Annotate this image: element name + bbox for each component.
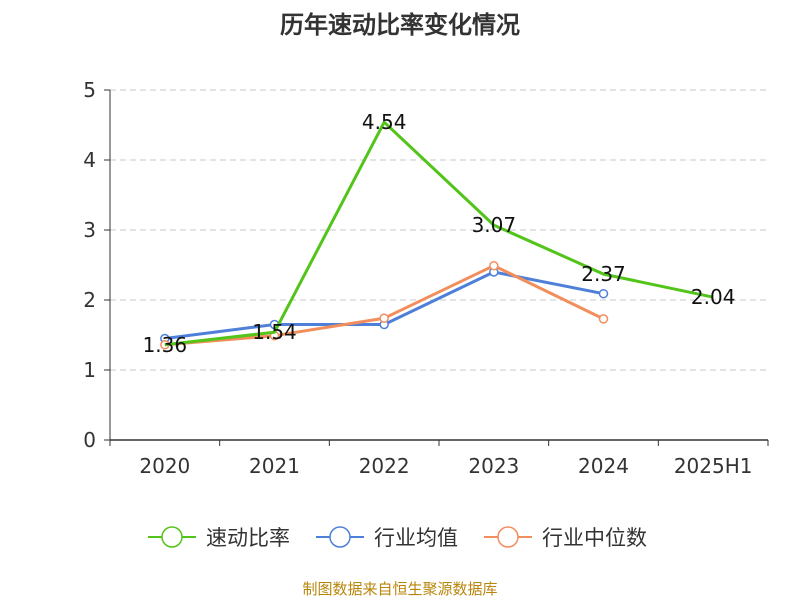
data-point <box>598 288 609 299</box>
x-tick-label: 2024 <box>578 454 629 478</box>
x-tick-label: 2020 <box>139 454 190 478</box>
legend-marker <box>329 526 351 548</box>
legend-label: 行业中位数 <box>542 526 647 550</box>
y-tick-label: 2 <box>83 288 96 312</box>
data-point <box>379 313 389 323</box>
legend: 速动比率 行业均值 行业中位数 <box>148 526 647 550</box>
axes: 0 1 2 3 4 5 2020 2021 2022 2023 2024 2025H1 <box>83 78 769 478</box>
grid <box>110 89 768 371</box>
x-tick-label: 2022 <box>359 454 410 478</box>
legend-label: 行业均值 <box>374 526 458 550</box>
series-area <box>160 120 714 350</box>
series-line-行业中位数 <box>164 264 605 347</box>
legend-item: 行业均值 <box>316 526 458 550</box>
data-point <box>489 260 499 271</box>
x-tick-label: 2021 <box>249 454 300 478</box>
x-tick-label: 2025H1 <box>674 454 753 478</box>
data-labels: 1.36 1.54 4.54 3.07 2.37 2.04 <box>143 110 736 357</box>
data-label: 1.36 <box>143 333 188 357</box>
legend-item: 行业中位数 <box>484 526 647 550</box>
series-line-速动比率 <box>164 120 714 347</box>
data-label: 2.37 <box>581 262 626 286</box>
chart-title: 历年速动比率变化情况 <box>280 11 520 39</box>
legend-item: 速动比率 <box>148 526 290 550</box>
data-point <box>598 314 609 324</box>
data-label: 2.04 <box>691 285 736 309</box>
x-tick-label: 2023 <box>468 454 519 478</box>
legend-label: 速动比率 <box>206 526 290 550</box>
y-tick-label: 0 <box>83 428 96 452</box>
legend-marker <box>161 526 183 548</box>
y-tick-label: 1 <box>83 358 96 382</box>
y-tick-label: 3 <box>83 218 96 242</box>
data-label: 4.54 <box>362 110 407 134</box>
data-label: 3.07 <box>472 213 517 237</box>
data-label: 1.54 <box>252 320 297 344</box>
y-tick-label: 4 <box>83 148 96 172</box>
y-tick-label: 5 <box>83 78 96 102</box>
source-footer: 制图数据来自恒生聚源数据库 <box>302 580 497 598</box>
legend-marker <box>497 526 519 548</box>
